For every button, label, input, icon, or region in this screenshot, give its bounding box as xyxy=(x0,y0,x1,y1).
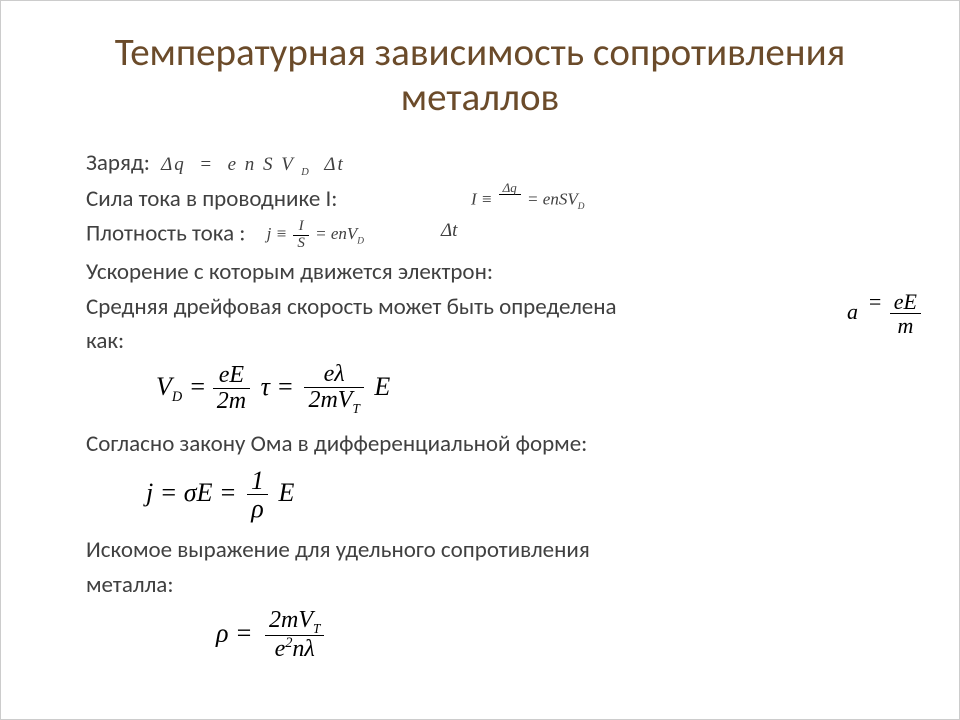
line-current: Сила тока в проводнике I: I ≡ Δq Δt = en… xyxy=(86,185,909,214)
j-sigma-num: 1 xyxy=(247,467,268,495)
drift-formula: VD = eE 2m τ = eλ 2mVT E xyxy=(156,362,909,416)
charge-label: Заряд: xyxy=(86,149,150,177)
accel-label: Ускорение с которым движется электрон: xyxy=(86,258,493,286)
slide-title: Температурная зависимость сопротивления … xyxy=(86,31,909,121)
rho-num-sub: T xyxy=(313,621,320,636)
line-drift-a: Средняя дрейфовая скорость может быть оп… xyxy=(86,293,909,322)
line-ohm: Согласно закону Ома в дифференциальной ф… xyxy=(86,430,909,459)
vd-f2-den-sub: T xyxy=(352,401,359,416)
vd-f1-den: 2m xyxy=(213,389,250,414)
rho-formula: ρ = 2mVT e2nλ xyxy=(216,608,909,663)
ohm-formula: j = σE = 1 ρ E xyxy=(146,467,909,523)
charge-formula: Δq = e n S V D Δt xyxy=(161,154,345,175)
dt-lone: Δt xyxy=(441,219,457,243)
slide: Температурная зависимость сопротивления … xyxy=(1,1,959,719)
current-formula: I ≡ Δq Δt = enSVD xyxy=(471,181,584,214)
j-sigma-den: ρ xyxy=(247,495,268,522)
vd-f2-den: 2mV xyxy=(308,387,352,413)
vd-lhs: V xyxy=(156,372,172,401)
j-num: I xyxy=(293,219,309,236)
j-rhs-sub: D xyxy=(357,237,364,247)
rho-den-a: e xyxy=(275,636,286,662)
j-rhs: = enV xyxy=(315,224,357,243)
line-rho-a: Искомое выражение для удельного сопротив… xyxy=(86,536,909,565)
I-num: Δq xyxy=(499,181,521,196)
rho-lhs: ρ = xyxy=(216,618,253,647)
j-sigma-lhs: j = σE = xyxy=(146,477,237,506)
line-accel: Ускорение с которым движется электрон: xyxy=(86,258,909,287)
rho-num-a: 2mV xyxy=(269,607,313,633)
I-rhs: = enSV xyxy=(527,189,578,208)
I-rhs-sub: D xyxy=(578,202,585,212)
line-rho-b: металла: xyxy=(86,571,909,600)
density-label: Плотность тока : xyxy=(86,220,245,248)
vd-sub: D xyxy=(172,389,182,405)
vd-f2-num: eλ xyxy=(304,362,363,388)
line-drift-b: как: xyxy=(86,327,909,356)
line-charge: Заряд: Δq = e n S V D Δt xyxy=(86,149,909,179)
vd-tau: τ = xyxy=(261,372,294,401)
j-den: S xyxy=(293,236,309,252)
line-density: Плотность тока : j ≡ I S = enVD Δt xyxy=(86,219,909,252)
j-sigma-E: E xyxy=(279,477,295,506)
current-label: Сила тока в проводнике I: xyxy=(86,185,337,213)
vd-E: E xyxy=(374,372,390,401)
rho-den-b: nλ xyxy=(292,636,314,662)
density-formula: j ≡ I S = enVD xyxy=(267,219,364,252)
vd-f1-num: eE xyxy=(213,363,250,389)
